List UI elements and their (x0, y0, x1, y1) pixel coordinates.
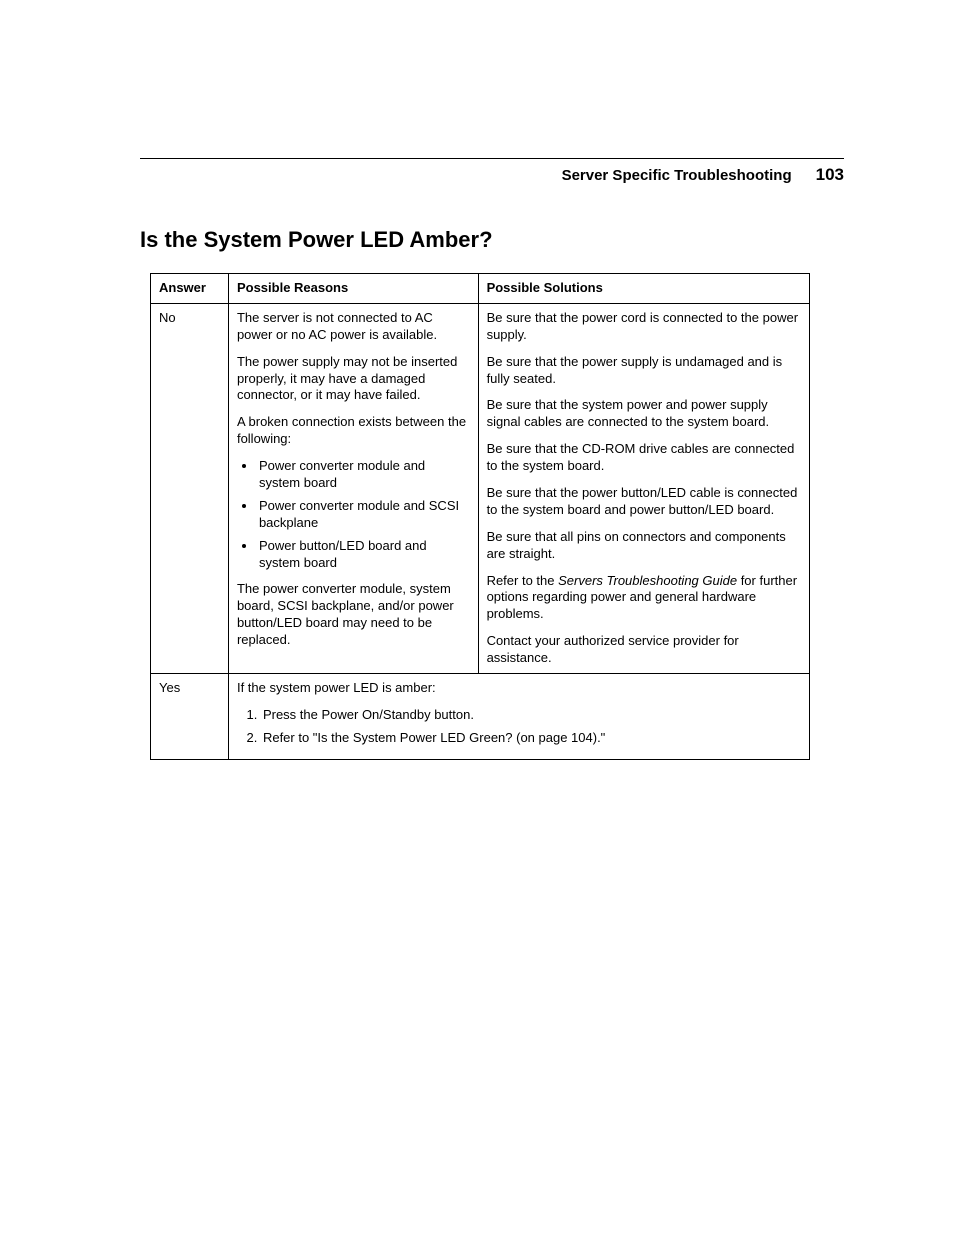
reason-text: A broken connection exists between the f… (237, 414, 470, 448)
reason-text: The server is not connected to AC power … (237, 310, 470, 344)
header-rule (140, 158, 844, 159)
answer-no: No (151, 303, 229, 673)
solution-text: Be sure that the system power and power … (487, 397, 801, 431)
yes-content: If the system power LED is amber: Press … (228, 674, 809, 760)
page: Server Specific Troubleshooting 103 Is t… (0, 0, 954, 1235)
reason-text: The power converter module, system board… (237, 581, 470, 649)
page-header: Server Specific Troubleshooting 103 (140, 165, 844, 185)
reason-bullets: Power converter module and system board … (237, 458, 470, 571)
solutions-no: Be sure that the power cord is connected… (478, 303, 809, 673)
solution-text: Contact your authorized service provider… (487, 633, 801, 667)
list-item: Refer to "Is the System Power LED Green?… (261, 730, 801, 747)
solution-text: Be sure that the power cord is connected… (487, 310, 801, 344)
solution-text: Refer to the Servers Troubleshooting Gui… (487, 573, 801, 624)
solution-text: Be sure that the power supply is undamag… (487, 354, 801, 388)
reason-text: The power supply may not be inserted pro… (237, 354, 470, 405)
table-row-no: No The server is not connected to AC pow… (151, 303, 810, 673)
header-title: Server Specific Troubleshooting (562, 167, 792, 184)
list-item: Press the Power On/Standby button. (261, 707, 801, 724)
list-item: Power converter module and system board (257, 458, 470, 492)
col-header-solutions: Possible Solutions (478, 274, 809, 304)
solution-text: Be sure that all pins on connectors and … (487, 529, 801, 563)
solution-text: Be sure that the power button/LED cable … (487, 485, 801, 519)
solution-text-em: Servers Troubleshooting Guide (558, 573, 737, 588)
reasons-no: The server is not connected to AC power … (228, 303, 478, 673)
solution-text: Be sure that the CD-ROM drive cables are… (487, 441, 801, 475)
table-row-yes: Yes If the system power LED is amber: Pr… (151, 674, 810, 760)
answer-yes: Yes (151, 674, 229, 760)
yes-steps: Press the Power On/Standby button. Refer… (237, 707, 801, 747)
troubleshooting-table: Answer Possible Reasons Possible Solutio… (150, 273, 810, 760)
solution-text-pre: Refer to the (487, 573, 559, 588)
yes-intro: If the system power LED is amber: (237, 680, 801, 697)
header-page-number: 103 (816, 165, 844, 185)
list-item: Power button/LED board and system board (257, 538, 470, 572)
col-header-reasons: Possible Reasons (228, 274, 478, 304)
col-header-answer: Answer (151, 274, 229, 304)
table-header-row: Answer Possible Reasons Possible Solutio… (151, 274, 810, 304)
section-heading: Is the System Power LED Amber? (140, 227, 844, 253)
list-item: Power converter module and SCSI backplan… (257, 498, 470, 532)
